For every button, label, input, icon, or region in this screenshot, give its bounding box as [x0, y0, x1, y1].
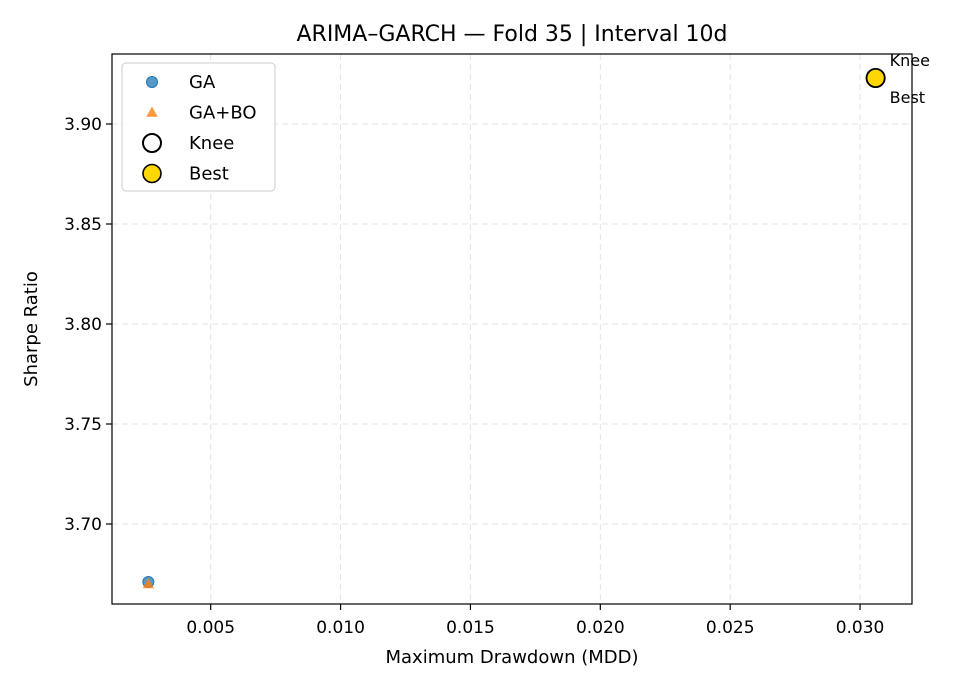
x-axis-label: Maximum Drawdown (MDD): [385, 647, 638, 668]
x-tick-label: 0.010: [316, 618, 365, 638]
y-axis-ticks: 3.70 3.75 3.80 3.85 3.90: [64, 115, 112, 535]
x-axis-ticks: 0.005 0.010 0.015 0.020 0.025 0.030: [186, 604, 884, 638]
legend-marker-ga: [146, 76, 158, 88]
x-tick-label: 0.025: [706, 618, 755, 638]
legend-marker-knee: [142, 133, 162, 153]
y-tick-label: 3.90: [64, 115, 102, 135]
plot-frame: [111, 53, 913, 605]
legend-box: [121, 62, 276, 192]
y-tick-label: 3.70: [64, 515, 102, 535]
x-tick-label: 0.020: [576, 618, 625, 638]
best-point: [865, 68, 886, 88]
y-tick-label: 3.75: [64, 415, 102, 435]
legend-label: GA+BO: [189, 103, 257, 124]
legend: GA GA+BO Knee Best: [121, 62, 276, 192]
legend-label: Best: [189, 164, 229, 185]
y-tick-label: 3.80: [64, 315, 102, 335]
legend-marker-ga-bo: [146, 106, 158, 117]
x-tick-label: 0.005: [186, 618, 235, 638]
ga-bo-point: [142, 578, 155, 589]
legend-label: GA: [189, 72, 216, 93]
annotation-knee: Knee: [890, 51, 930, 70]
y-axis-label: Sharpe Ratio: [21, 271, 42, 387]
legend-marker-best: [142, 163, 162, 184]
data-points: [142, 68, 886, 589]
grid-lines: [112, 54, 912, 604]
annotation-best: Best: [890, 88, 925, 107]
x-tick-label: 0.030: [836, 618, 885, 638]
y-tick-label: 3.85: [64, 215, 102, 235]
annotations: Knee Best: [890, 51, 930, 107]
legend-label: Knee: [189, 133, 234, 154]
chart-title: ARIMA–GARCH — Fold 35 | Interval 10d: [296, 22, 727, 47]
x-tick-label: 0.015: [446, 618, 495, 638]
